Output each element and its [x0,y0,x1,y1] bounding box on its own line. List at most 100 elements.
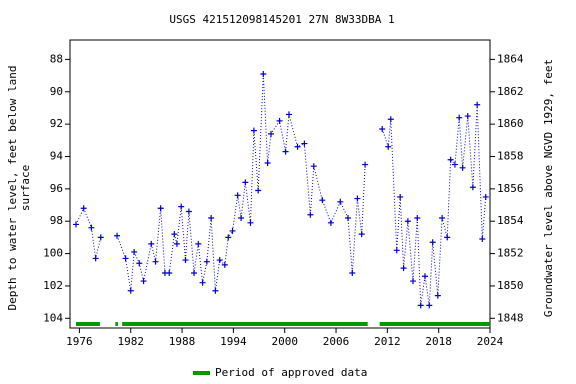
data-point [250,127,257,134]
x-tick-label: 1976 [66,335,93,348]
data-point [426,302,433,309]
data-point [255,187,262,194]
data-point [307,211,314,218]
data-point [221,261,228,268]
data-point [88,224,95,231]
y2-tick-label: 1864 [497,52,524,65]
data-point [434,292,441,299]
data-point [459,164,466,171]
y2-tick-label: 1856 [497,182,524,195]
data-point [131,248,138,255]
data-point [234,192,241,199]
y-axis-label: surface [19,165,32,211]
y2-tick-label: 1848 [497,311,524,324]
y-axis-label: Depth to water level, feet below land [6,65,19,310]
y-tick-label: 92 [50,117,63,130]
y2-tick-label: 1852 [497,247,524,260]
y2-axis-label: Groundwater level above NGVD 1929, feet [542,59,555,317]
x-tick-label: 2000 [271,335,298,348]
data-point [171,231,178,238]
data-point [229,227,236,234]
data-point [414,214,421,221]
data-point [80,205,87,212]
data-point [456,114,463,121]
data-point [276,117,283,124]
x-tick-label: 2012 [374,335,401,348]
y-tick-label: 94 [50,149,64,162]
data-point [216,257,223,264]
data-point [429,239,436,246]
data-point [225,234,232,241]
data-point [469,184,476,191]
data-point [385,143,392,150]
data-point [337,198,344,205]
data-point [479,236,486,243]
data-point [166,269,173,276]
data-point [379,125,386,132]
data-point [482,193,489,200]
data-point [208,214,215,221]
data-point [247,219,254,226]
data-point [354,195,361,202]
data-point [417,302,424,309]
y-tick-label: 88 [50,52,63,65]
legend-label: Period of approved data [215,366,367,379]
y-tick-label: 90 [50,85,63,98]
data-point [178,203,185,210]
data-point [97,234,104,241]
data-point [397,193,404,200]
y2-tick-label: 1860 [497,117,524,130]
data-point [92,255,99,262]
data-point [72,221,79,228]
data-point [310,163,317,170]
y2-tick-label: 1858 [497,149,524,162]
data-point [260,70,267,77]
data-point [393,247,400,254]
data-point [203,258,210,265]
x-tick-label: 1982 [117,335,144,348]
x-tick-label: 2018 [425,335,452,348]
data-point [447,156,454,163]
data-point [157,205,164,212]
data-point [114,232,121,239]
y-tick-label: 100 [43,247,63,260]
data-point [319,197,326,204]
data-point [387,116,394,123]
data-point [185,208,192,215]
data-point [152,258,159,265]
data-point [148,240,155,247]
data-point [345,214,352,221]
y2-tick-label: 1850 [497,279,524,292]
data-point [439,214,446,221]
data-point [358,231,365,238]
data-point [127,287,134,294]
x-tick-label: 1988 [169,335,196,348]
data-line [75,73,487,306]
y2-tick-label: 1862 [497,85,524,98]
data-point [464,113,471,120]
y-tick-label: 102 [43,279,63,292]
data-point [195,240,202,247]
data-point [421,273,428,280]
data-point [182,257,189,264]
data-point [404,218,411,225]
plot-frame [69,39,491,329]
data-point [238,214,245,221]
y-tick-label: 96 [50,182,63,195]
data-point [140,278,147,285]
x-tick-label: 1994 [220,335,247,348]
data-point [285,111,292,118]
data-point [173,240,180,247]
x-tick-label: 2006 [323,335,350,348]
data-point [268,130,275,137]
data-point [301,140,308,147]
x-tick-label: 2024 [477,335,504,348]
data-point [362,161,369,168]
data-point [282,148,289,155]
y-tick-label: 104 [43,311,63,324]
data-point [264,159,271,166]
data-point [327,219,334,226]
data-point [474,101,481,108]
y-tick-label: 98 [50,214,63,227]
